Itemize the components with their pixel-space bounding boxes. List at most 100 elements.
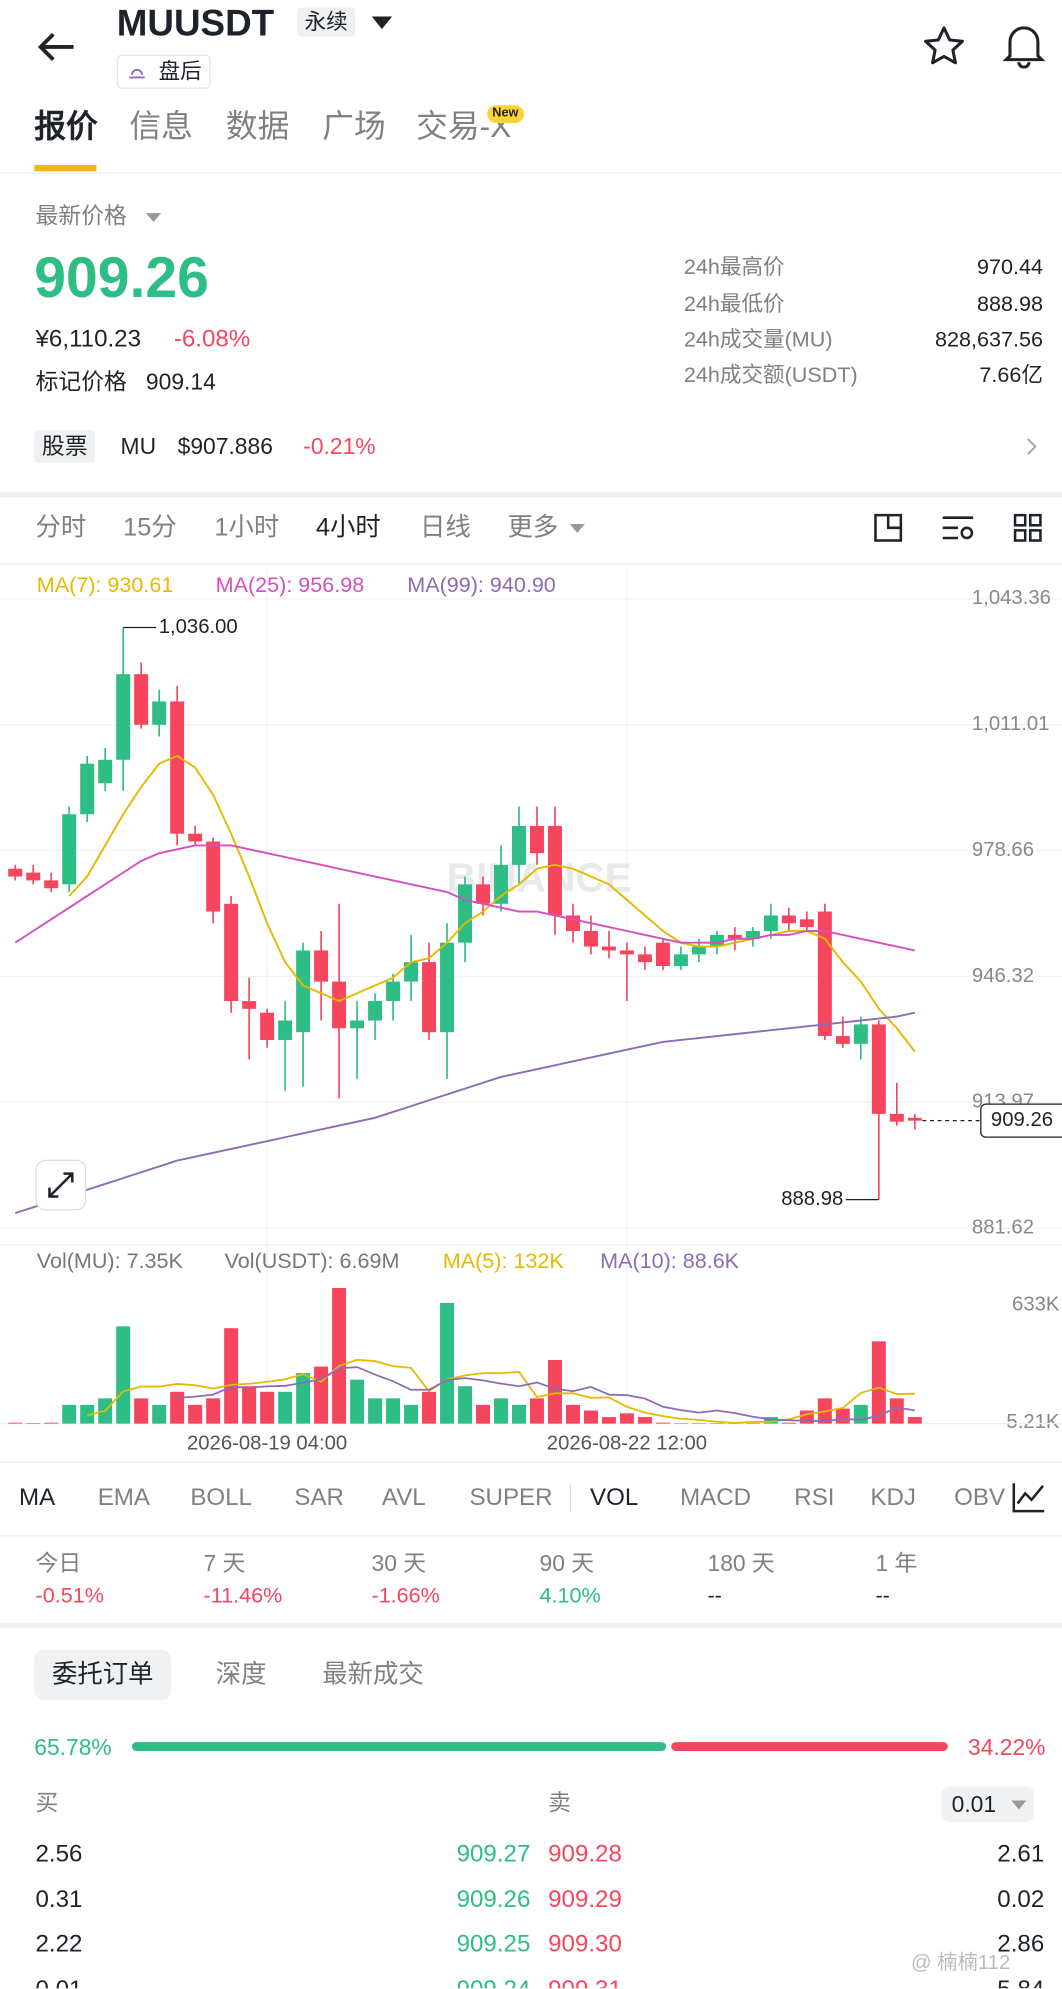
- interval[interactable]: 日线: [419, 513, 471, 542]
- stat-value: 888.98: [976, 291, 1043, 316]
- volume-bar: [368, 1398, 383, 1424]
- tab[interactable]: 信息: [129, 109, 193, 145]
- indicator-tab[interactable]: VOL: [590, 1484, 639, 1512]
- alert-button[interactable]: [1002, 23, 1046, 69]
- legend-entry: MA(7): 930.61: [37, 572, 174, 597]
- candle-body: [8, 868, 23, 877]
- indicator-tab[interactable]: SUPER: [469, 1484, 553, 1512]
- candle-body: [619, 950, 634, 955]
- dropdown-icon: [145, 213, 162, 223]
- indicator-settings[interactable]: [1011, 1481, 1047, 1514]
- candle-body: [853, 1024, 868, 1044]
- chevron[interactable]: [1025, 436, 1038, 456]
- sell-label: 卖: [548, 1790, 571, 1816]
- period-change: -11.46%: [203, 1583, 283, 1608]
- divider: [0, 563, 1062, 565]
- book-tab[interactable]: 深度: [215, 1660, 267, 1689]
- indicator-tab[interactable]: EMA: [97, 1484, 150, 1512]
- volume-bar: [44, 1422, 59, 1424]
- ratio-bar: [131, 1742, 948, 1753]
- back-button[interactable]: [36, 30, 77, 63]
- fullscreen-button[interactable]: [35, 1159, 87, 1211]
- stat-value: 970.44: [976, 255, 1043, 280]
- ask-price: 909.31: [548, 1977, 622, 1988]
- stat-label: 24h最低价: [683, 291, 785, 316]
- dropdown-icon: [569, 524, 585, 533]
- interval-active[interactable]: 4小时: [315, 513, 381, 542]
- legend-entry: MA(25): 956.98: [216, 572, 365, 597]
- interval[interactable]: 更多: [507, 513, 559, 542]
- y-tick-label: 1,011.01: [972, 713, 1050, 735]
- stock-tag: 股票: [34, 430, 96, 464]
- book-tab[interactable]: 最新成交: [322, 1660, 424, 1689]
- volume-bar: [278, 1391, 293, 1424]
- candle-body: [512, 825, 526, 865]
- candle-body: [188, 833, 203, 842]
- price-label[interactable]: 最新价格: [35, 203, 127, 229]
- volume-bar: [601, 1417, 616, 1424]
- interval[interactable]: 1小时: [214, 513, 280, 542]
- layout-icon[interactable]: [1013, 513, 1043, 543]
- mark-label: 标记价格: [35, 369, 127, 395]
- candle-body: [170, 701, 185, 834]
- new-badge: New: [487, 105, 524, 124]
- chart-settings-icon[interactable]: [940, 513, 976, 543]
- tab-active[interactable]: 报价: [34, 109, 98, 145]
- bid-price: 909.26: [456, 1886, 531, 1913]
- volume-bar: [673, 1423, 688, 1424]
- candle-body: [530, 825, 544, 854]
- volume-bar: [116, 1326, 131, 1424]
- period-change: 4.10%: [539, 1583, 601, 1608]
- book-tab-active[interactable]: 委托订单: [34, 1649, 172, 1701]
- volume-bar: [26, 1423, 41, 1424]
- y-tick-label: 1,043.36: [972, 587, 1051, 609]
- stat-label: 24h成交量(MU): [683, 327, 833, 352]
- indicator-tab[interactable]: SAR: [294, 1484, 344, 1512]
- dropdown-icon[interactable]: [370, 15, 393, 30]
- cny-price: ¥6,110.23: [35, 326, 141, 353]
- session-text: 盘后: [158, 59, 202, 84]
- contract-badge[interactable]: 永续: [296, 7, 356, 37]
- volume-bar: [188, 1404, 203, 1424]
- candle-body: [727, 934, 742, 939]
- indicator-tab[interactable]: KDJ: [870, 1484, 916, 1512]
- volume-bar: [62, 1404, 77, 1424]
- session-icon: [129, 68, 145, 79]
- indicator-tab[interactable]: BOLL: [190, 1484, 252, 1512]
- candle-body: [224, 903, 239, 1002]
- candle-body: [260, 1012, 275, 1040]
- ma-line: [14, 1011, 916, 1215]
- volume-bar: [565, 1404, 580, 1424]
- chart-tool-icon[interactable]: [873, 513, 903, 543]
- indicator-tab[interactable]: AVL: [381, 1484, 426, 1512]
- candle-body: [404, 962, 419, 982]
- indicator-tab[interactable]: RSI: [794, 1484, 835, 1512]
- volume-bar: [745, 1423, 760, 1424]
- indicator-tab[interactable]: OBV: [954, 1484, 1006, 1512]
- volume-label: Vol(MU): 7.35K: [37, 1248, 184, 1273]
- candle-body: [835, 1036, 850, 1044]
- indicator-tab[interactable]: MACD: [680, 1484, 752, 1512]
- stock-ticker[interactable]: MU: [120, 433, 157, 460]
- interval[interactable]: 分时: [35, 513, 87, 542]
- candle-body: [799, 919, 814, 928]
- candle-body: [314, 950, 329, 982]
- mark-price: 909.14: [145, 369, 216, 395]
- candle-body: [422, 962, 437, 1033]
- candle-body: [62, 814, 77, 885]
- volume-bar: [458, 1386, 473, 1424]
- favorite-button[interactable]: [922, 25, 965, 68]
- tab[interactable]: 广场: [322, 109, 386, 145]
- period-label: 今日: [35, 1550, 82, 1576]
- interval[interactable]: 15分: [123, 513, 177, 542]
- volume-bar: [691, 1423, 706, 1424]
- volume-bar: [709, 1423, 724, 1424]
- tab[interactable]: 数据: [225, 109, 290, 145]
- candle-body: [637, 954, 652, 963]
- candle-body: [152, 701, 167, 725]
- volume-bar: [655, 1422, 670, 1424]
- candle-body: [691, 946, 706, 955]
- x-tick-label: 2026-08-19 04:00: [187, 1432, 347, 1454]
- indicator-tab[interactable]: MA: [19, 1484, 56, 1512]
